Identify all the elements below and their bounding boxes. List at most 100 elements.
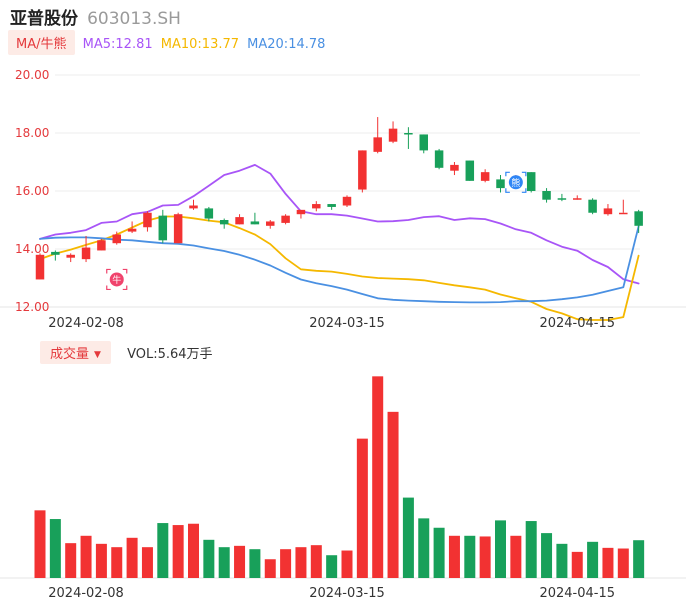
volume-bar xyxy=(280,549,292,578)
candle xyxy=(127,221,137,234)
volume-bar xyxy=(587,541,599,578)
x-tick-label: 2024-02-08 xyxy=(48,316,124,331)
candle xyxy=(81,235,91,263)
moving-average-lines xyxy=(39,163,640,321)
candle-body xyxy=(173,214,183,244)
candle-body xyxy=(619,212,628,215)
volume-bar xyxy=(49,519,61,578)
volume-bar xyxy=(111,547,123,578)
volume-bar xyxy=(617,548,629,578)
badge-frame xyxy=(106,268,128,291)
volume-bar xyxy=(203,539,215,578)
caret-down-icon: ▼ xyxy=(94,350,101,360)
candle-body xyxy=(219,220,229,225)
candle xyxy=(235,214,244,225)
candle xyxy=(219,218,229,229)
ma-indicator-selector[interactable]: MA/牛熊 xyxy=(8,30,75,55)
candle-body xyxy=(342,196,352,206)
stock-name: 亚普股份 xyxy=(10,9,78,29)
x-tick-label: 2024-03-15 xyxy=(309,316,385,331)
candle xyxy=(526,172,536,193)
volume-indicator-selector[interactable]: 成交量 ▼ xyxy=(40,341,111,364)
candle-body xyxy=(143,212,152,228)
volume-bar xyxy=(418,518,430,578)
candle-body xyxy=(404,133,413,135)
candle xyxy=(281,214,290,225)
volume-bar xyxy=(188,523,199,578)
candle xyxy=(496,175,505,193)
candle xyxy=(296,209,306,219)
candle-body xyxy=(465,160,475,181)
signal-badge: 熊 xyxy=(505,171,527,193)
candle-body xyxy=(250,221,260,225)
y-tick-label: 12.00 xyxy=(15,300,49,314)
candle-body xyxy=(557,198,567,200)
volume-bar xyxy=(310,545,322,578)
badge-circle xyxy=(508,175,523,190)
candle xyxy=(35,253,45,280)
volume-bar xyxy=(510,535,522,578)
candle-body xyxy=(81,247,91,260)
volume-bar xyxy=(249,549,261,578)
volume-bar xyxy=(157,523,169,578)
volume-bar xyxy=(402,497,414,578)
candle-body xyxy=(266,221,275,226)
volume-bar xyxy=(387,411,399,578)
signal-badges: 牛熊 xyxy=(106,171,527,291)
volume-bar xyxy=(479,536,491,578)
candle-body xyxy=(388,128,398,142)
candle-body xyxy=(450,164,459,171)
volume-bar xyxy=(326,555,338,578)
volume-bar xyxy=(602,547,614,578)
candlesticks xyxy=(35,117,643,280)
candle-body xyxy=(158,215,168,241)
volume-bar xyxy=(295,547,307,578)
candle xyxy=(312,201,321,212)
candle xyxy=(419,134,428,154)
y-tick-label: 18.00 xyxy=(15,126,49,140)
candle xyxy=(434,148,444,170)
candle-body xyxy=(296,209,306,215)
candle-body xyxy=(358,150,367,190)
candle xyxy=(480,169,490,183)
volume-bar xyxy=(356,438,368,578)
candle xyxy=(158,209,168,244)
volume-bar xyxy=(234,545,246,578)
volume-bar xyxy=(525,521,537,578)
ma-legend: MA/牛熊 MA5:12.81 MA10:13.77 MA20:14.78 xyxy=(8,30,325,55)
candle-body xyxy=(127,228,137,232)
badge-label: 牛 xyxy=(112,274,121,286)
volume-bar xyxy=(372,376,384,578)
volume-bar xyxy=(541,533,553,578)
candle xyxy=(619,199,628,215)
candle xyxy=(404,127,413,149)
candle-body xyxy=(235,217,244,225)
y-tick-label: 20.00 xyxy=(15,68,49,82)
volume-bar xyxy=(556,543,568,578)
x-tick-label-volume: 2024-04-15 xyxy=(539,586,615,601)
volume-legend: 成交量 ▼ VOL:5.64万手 xyxy=(40,341,213,364)
candle-body xyxy=(327,204,336,207)
candle-body xyxy=(373,137,382,152)
candle xyxy=(342,195,352,207)
candle xyxy=(557,193,567,202)
candle xyxy=(573,195,582,200)
stock-code: 603013.SH xyxy=(87,9,181,29)
volume-bar xyxy=(95,543,107,578)
candle-body xyxy=(97,240,106,251)
volume-bar xyxy=(495,520,506,578)
volume-bar xyxy=(218,547,230,578)
candle-body xyxy=(51,251,60,255)
volume-bar xyxy=(65,543,77,578)
candle xyxy=(450,162,459,176)
candle-body xyxy=(480,172,490,181)
candle-body xyxy=(66,254,75,258)
volume-bar xyxy=(571,551,583,578)
candle-body xyxy=(434,150,444,168)
volume-bar xyxy=(80,535,92,578)
candle xyxy=(373,117,382,154)
axis-labels: 20.00 18.00 16.00 14.00 12.00 2024-02-08 2024-… xyxy=(15,68,615,601)
candle-body xyxy=(634,211,643,226)
candle xyxy=(189,199,198,210)
